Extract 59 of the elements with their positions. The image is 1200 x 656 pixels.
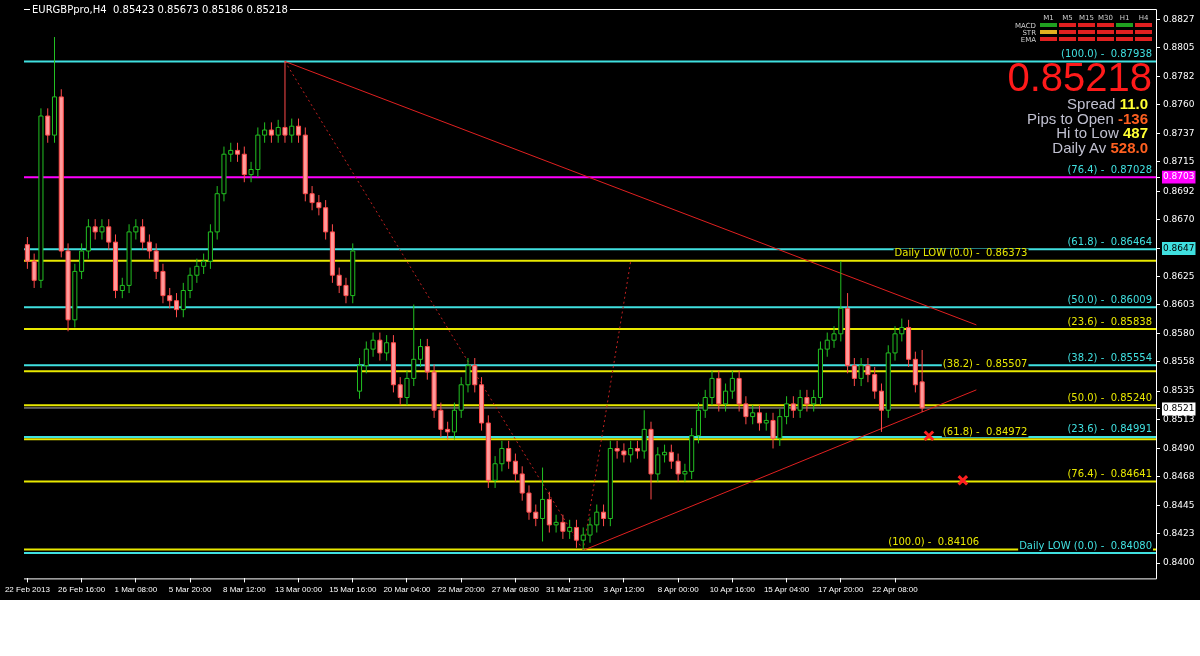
x-tick-label: 31 Mar 21:00 — [546, 585, 594, 595]
annotation: 487 — [1122, 124, 1148, 141]
y-tick-label: 0.8715 — [1163, 156, 1195, 167]
annotation: 11.0 — [1119, 95, 1148, 112]
y-tick-label: 0.8737 — [1163, 128, 1195, 139]
annotation: (23.6) - 0.85838 — [1067, 315, 1153, 327]
annotation: Spread — [1067, 95, 1116, 112]
y-tick-label: 0.8760 — [1163, 98, 1195, 109]
y-tick-label: 0.8647 — [1163, 242, 1195, 253]
y-tick-label: 0.8445 — [1163, 500, 1195, 511]
annotation: (100.0) - 0.84106 — [888, 536, 980, 548]
x-tick-label: 1 Mar 08:00 — [114, 585, 158, 595]
y-tick-label: 0.8670 — [1163, 213, 1195, 224]
y-tick-label: 0.8692 — [1163, 185, 1195, 196]
annotation: (50.0) - 0.85240 — [1067, 391, 1153, 403]
annotation: 528.0 — [1110, 138, 1148, 156]
x-tick-label: 5 Mar 20:00 — [168, 585, 212, 595]
x-tick-label: 13 Mar 00:00 — [274, 585, 323, 595]
y-tick-label: 0.8603 — [1163, 298, 1195, 309]
annotation: (23.6) - 0.84991 — [1067, 423, 1153, 435]
y-tick-label: 0.8513 — [1163, 413, 1195, 424]
y-tick-label: 0.8625 — [1163, 270, 1195, 281]
y-tick-label: 0.8703 — [1163, 171, 1195, 182]
x-tick-label: 27 Mar 08:00 — [491, 585, 540, 595]
y-tick-label: 0.8805 — [1163, 41, 1195, 52]
x-tick-label: 15 Apr 04:00 — [763, 585, 810, 595]
x-tick-label: 22 Apr 08:00 — [872, 585, 919, 595]
x-tick-label: 15 Mar 16:00 — [329, 585, 377, 595]
annotation: -136 — [1117, 109, 1148, 127]
annotation: (38.2) - 0.85554 — [1067, 351, 1153, 363]
annotation: (38.2) - 0.85507 — [942, 357, 1028, 369]
annotation: Daily Av — [1052, 138, 1107, 156]
annotation: (61.8) - 0.84972 — [942, 425, 1028, 437]
y-tick-label: 0.8423 — [1163, 528, 1195, 539]
x-tick-label: 8 Mar 12:00 — [222, 585, 267, 595]
x-tick-label: 17 Apr 20:00 — [818, 585, 865, 595]
annotation: (76.4) - 0.87028 — [1067, 163, 1153, 175]
x-tick-label: 22 Mar 20:00 — [437, 585, 486, 595]
y-tick-label: 0.8827 — [1163, 13, 1195, 24]
x-tick-label: 20 Mar 04:00 — [383, 585, 432, 595]
y-tick-label: 0.8468 — [1163, 470, 1195, 481]
x-tick-label: 26 Feb 16:00 — [58, 585, 106, 595]
annotation: (61.8) - 0.86464 — [1067, 235, 1153, 247]
x-tick-label: 10 Apr 16:00 — [709, 585, 756, 595]
y-tick-label: 0.8490 — [1163, 442, 1195, 453]
chart-title: EURGBPpro,H4 0.85423 0.85673 0.85186 0.85218 — [30, 4, 290, 16]
annotation: (76.4) - 0.84641 — [1067, 468, 1153, 480]
y-tick-label: 0.8400 — [1163, 557, 1195, 568]
annotation: Daily LOW (0.0) - 0.84080 — [1019, 539, 1153, 551]
y-tick-label: 0.8535 — [1163, 385, 1195, 396]
y-tick-label: 0.8521 — [1163, 403, 1195, 414]
x-tick-label: 22 Feb 2013 — [4, 585, 51, 595]
annotation: Daily LOW (0.0) - 0.86373 — [894, 247, 1028, 259]
x-tick-label: 3 Apr 12:00 — [603, 585, 645, 595]
x-tick-label: 8 Apr 00:00 — [657, 585, 700, 595]
y-tick-label: 0.8782 — [1163, 70, 1195, 81]
y-tick-label: 0.8558 — [1163, 356, 1195, 367]
y-tick-label: 0.8580 — [1163, 328, 1195, 339]
annotation: (50.0) - 0.86009 — [1067, 293, 1153, 305]
